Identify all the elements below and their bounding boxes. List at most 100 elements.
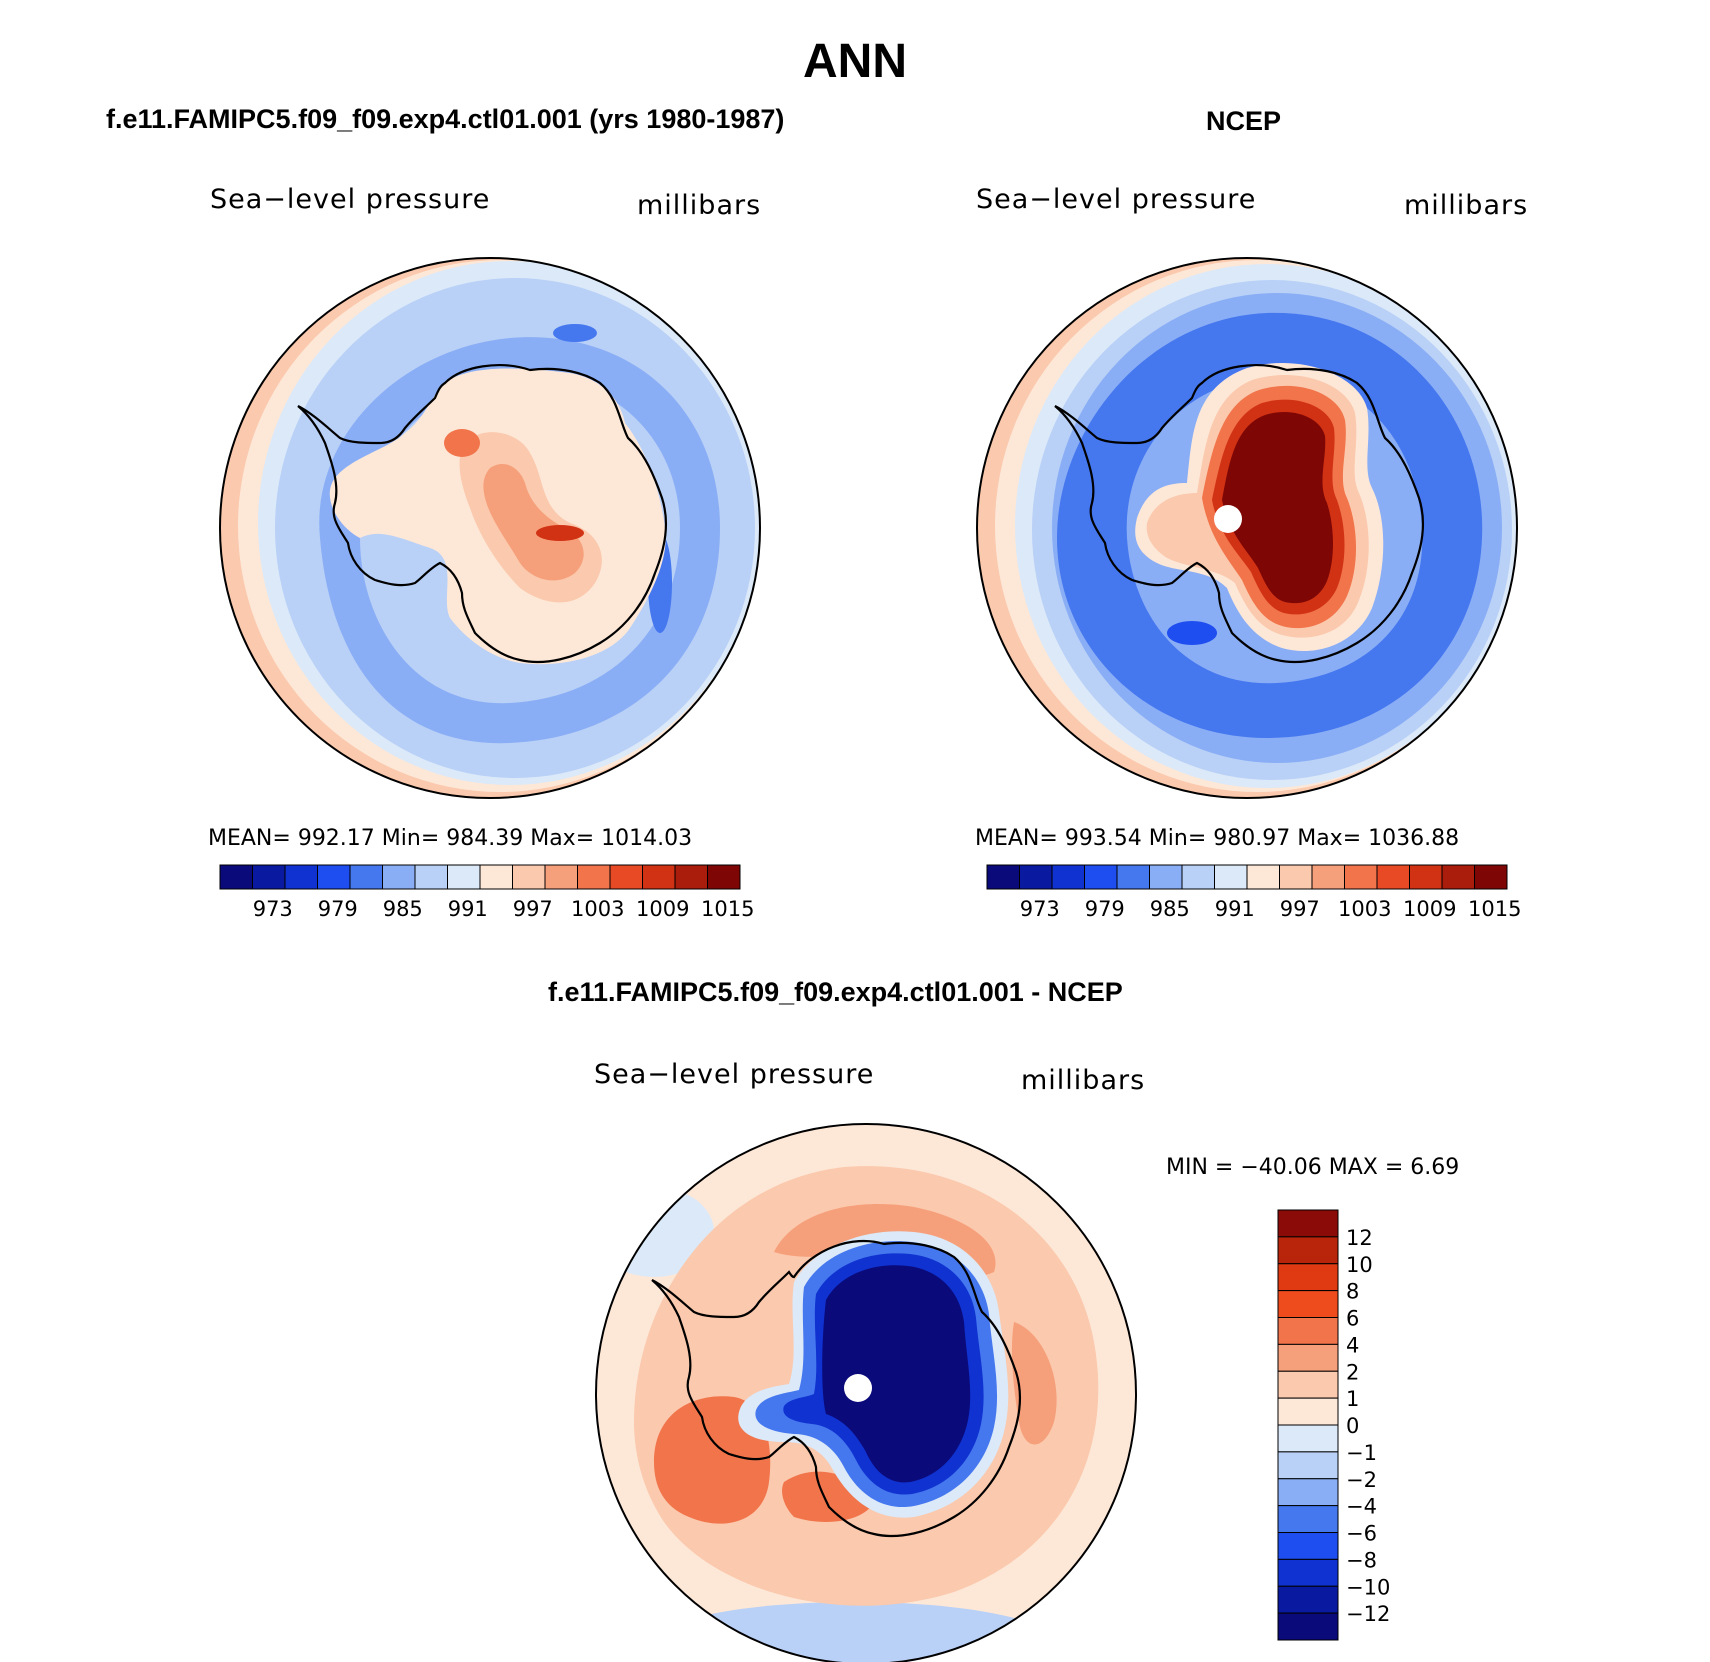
panel-1-colorbar-swatch xyxy=(577,864,611,890)
panel-1-stats: MEAN= 992.17 Min= 984.39 Max= 1014.03 xyxy=(208,826,693,851)
panel-1-colorbar-swatch xyxy=(479,864,513,890)
panel-2-colorbar-swatch xyxy=(1214,864,1248,890)
map3-low-south xyxy=(654,1602,1054,1662)
map3-high-3 xyxy=(1011,1322,1057,1445)
map1-outline xyxy=(219,257,761,799)
map2-continent-band-5 xyxy=(1222,411,1333,604)
panel-1-colorbar-tick-label: 985 xyxy=(383,897,423,921)
panel-3-colorbar-swatch xyxy=(1277,1505,1339,1533)
panel-2-colorbar-swatch xyxy=(1051,864,1085,890)
map1-high-2 xyxy=(483,463,584,581)
panel-3-colorbar-tick-label: 6 xyxy=(1346,1307,1359,1331)
panel-2-stats: MEAN= 993.54 Min= 980.97 Max= 1036.88 xyxy=(975,826,1460,851)
panel-3-colorbar-tick-label: 10 xyxy=(1346,1253,1373,1277)
map2-pole-mask xyxy=(1214,505,1242,533)
panel-2-colorbar-swatch xyxy=(1149,864,1183,890)
panel-3-colorbar-tick-label: −6 xyxy=(1346,1522,1377,1546)
panel-1-colorbar-swatch xyxy=(642,864,676,890)
panel-3-colorbar-tick-label: −8 xyxy=(1346,1548,1377,1572)
panel-1-colorbar-swatch xyxy=(219,864,253,890)
panel-2-colorbar-swatch xyxy=(1279,864,1313,890)
map3-coastline xyxy=(651,1239,1022,1538)
panel-3-stats: MIN = −40.06 MAX = 6.69 xyxy=(1166,1155,1460,1180)
panel-2-colorbar-tick-label: 979 xyxy=(1085,897,1125,921)
panel-3-colorbar-tick-label: −4 xyxy=(1346,1495,1377,1519)
panel-2-colorbar-swatch xyxy=(1409,864,1443,890)
panel-3-colorbar-swatch xyxy=(1277,1585,1339,1614)
panel-3-colorbar-swatch xyxy=(1277,1424,1339,1453)
panel-1-colorbar-swatch xyxy=(382,864,416,890)
panel-2-colorbar-tick-label: 973 xyxy=(1020,897,1060,921)
panel-2-colorbar-swatch xyxy=(1116,864,1150,890)
panel-1-map xyxy=(219,257,761,799)
panel-3-colorbar-swatch xyxy=(1277,1478,1339,1507)
panel-1-colorbar-swatch xyxy=(447,864,481,890)
panel-2-colorbar-tick-label: 985 xyxy=(1150,897,1190,921)
panel-2-colorbar-swatch xyxy=(986,864,1020,890)
panel-2-colorbar-swatch xyxy=(1441,864,1475,890)
panel-2-colorbar-swatch xyxy=(1181,864,1215,890)
map1-high-3 xyxy=(444,429,480,457)
panel-1-colorbar: 973 979 985 991 997 1003 1009 1015 xyxy=(219,864,754,921)
panel-1-colorbar-tick-label: 991 xyxy=(448,897,488,921)
map3-continent-4 xyxy=(822,1265,971,1483)
panel-3-colorbar-tick-label: 8 xyxy=(1346,1280,1359,1304)
panel-1-title: f.e11.FAMIPC5.f09_f09.exp4.ctl01.001 (yr… xyxy=(106,104,785,134)
panel-3-colorbar-tick-label: 2 xyxy=(1346,1360,1359,1384)
panel-2-variable: Sea−level pressure xyxy=(976,184,1257,215)
panel-2-map xyxy=(976,257,1518,799)
panel-1-variable: Sea−level pressure xyxy=(210,184,491,215)
panel-3-colorbar-swatch xyxy=(1277,1532,1339,1560)
panel-2-colorbar-tick-label: 997 xyxy=(1280,897,1320,921)
panel-3-colorbar-tick-label: 1 xyxy=(1346,1387,1359,1411)
panel-1-colorbar-swatch xyxy=(414,864,448,890)
panel-1-colorbar-tick-label: 979 xyxy=(318,897,358,921)
panel-3-colorbar-swatch xyxy=(1277,1236,1339,1265)
panel-3-colorbar-swatch xyxy=(1277,1343,1339,1372)
panel-3-colorbar-tick-label: −2 xyxy=(1346,1468,1377,1492)
figure-title: ANN xyxy=(803,35,907,88)
panel-2-colorbar-tick-label: 1009 xyxy=(1403,897,1456,921)
panel-3-colorbar-swatch xyxy=(1277,1290,1339,1318)
panel-3-colorbar-tick-label: 4 xyxy=(1346,1333,1359,1357)
panel-1-colorbar-swatch xyxy=(284,864,318,890)
panel-2-colorbar-swatch xyxy=(1344,864,1378,890)
panel-2-colorbar-swatch xyxy=(1311,864,1345,890)
panel-1-colorbar-swatch xyxy=(512,864,546,890)
panel-1-colorbar-swatch xyxy=(609,864,643,890)
map3-outline xyxy=(595,1123,1137,1662)
map3-pole-mask xyxy=(844,1374,872,1402)
panel-3-colorbar-tick-label: 12 xyxy=(1346,1226,1373,1250)
panel-2-colorbar-tick-label: 1015 xyxy=(1468,897,1521,921)
panel-1-colorbar-tick-label: 1015 xyxy=(701,897,754,921)
map2-coastline xyxy=(1054,364,1425,664)
map2-outline xyxy=(976,257,1518,799)
panel-1-colorbar-tick-label: 1003 xyxy=(571,897,624,921)
panel-3-colorbar-swatch xyxy=(1277,1612,1339,1641)
panel-1-colorbar-swatch xyxy=(349,864,383,890)
panel-3-colorbar-tick-label: −1 xyxy=(1346,1441,1377,1465)
panel-2-colorbar-tick-label: 991 xyxy=(1215,897,1255,921)
panel-3-colorbar-swatch xyxy=(1277,1451,1339,1480)
panel-3-colorbar-swatch xyxy=(1277,1209,1339,1238)
panel-2-colorbar-swatch xyxy=(1246,864,1280,890)
panel-1-colorbar-tick-label: 997 xyxy=(513,897,553,921)
panel-2-colorbar-swatch xyxy=(1376,864,1410,890)
panel-1-units: millibars xyxy=(637,190,762,221)
panel-1-colorbar-swatch xyxy=(252,864,286,890)
panel-3-colorbar-tick-label: 0 xyxy=(1346,1414,1359,1438)
map3-high-1 xyxy=(654,1396,771,1524)
map2-low-1 xyxy=(1167,621,1217,645)
panel-1-colorbar-swatch xyxy=(674,864,708,890)
panel-3-map xyxy=(595,1123,1137,1662)
panel-3-colorbar-swatch xyxy=(1277,1263,1339,1292)
panel-2-colorbar-swatch xyxy=(1084,864,1118,890)
panel-3-colorbar-swatch xyxy=(1277,1397,1339,1426)
panel-2-title: NCEP xyxy=(1206,106,1282,136)
panel-1-colorbar-tick-label: 1009 xyxy=(636,897,689,921)
panel-2-units: millibars xyxy=(1404,190,1529,221)
panel-1-colorbar-swatch xyxy=(707,864,741,890)
panel-2-colorbar-swatch xyxy=(1019,864,1053,890)
panel-3-units: millibars xyxy=(1021,1065,1146,1096)
